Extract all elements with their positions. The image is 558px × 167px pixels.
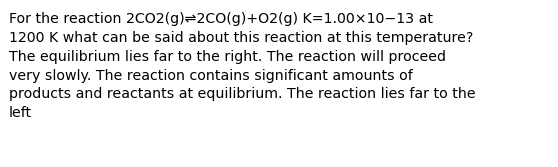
Text: For the reaction 2CO2(g)⇌2CO(g)+O2(g) K=1.00×10−13 at
1200 K what can be said ab: For the reaction 2CO2(g)⇌2CO(g)+O2(g) K=…: [9, 12, 475, 120]
